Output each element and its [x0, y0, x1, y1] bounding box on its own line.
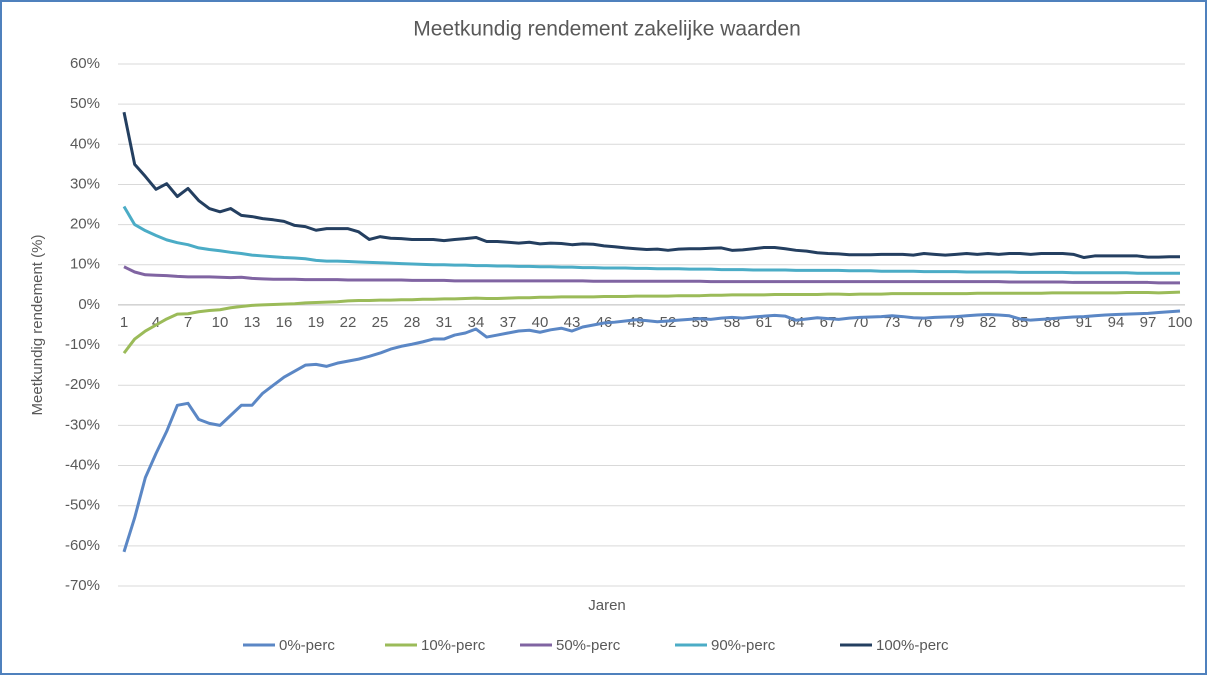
series-line — [122, 290, 1181, 355]
x-tick-label: 61 — [756, 314, 773, 331]
x-tick-label: 43 — [564, 314, 581, 331]
x-tick-label: 97 — [1140, 314, 1157, 331]
x-tick-label: 100 — [1167, 314, 1192, 331]
series-line — [122, 205, 1180, 275]
y-tick-label: 20% — [70, 216, 100, 233]
y-tick-label: 50% — [70, 95, 100, 112]
x-tick-label: 73 — [884, 314, 901, 331]
x-tick-label: 13 — [244, 314, 261, 331]
x-tick-label: 55 — [692, 314, 709, 331]
series-line — [122, 309, 1181, 553]
x-tick-label: 7 — [184, 314, 192, 331]
x-tick-label: 67 — [820, 314, 837, 331]
y-tick-label: 30% — [70, 175, 100, 192]
series-line — [122, 111, 1180, 260]
y-tick-label: -70% — [65, 577, 100, 594]
x-tick-label: 37 — [500, 314, 517, 331]
x-tick-label: 22 — [340, 314, 357, 331]
x-tick-label: 94 — [1108, 314, 1125, 331]
y-tick-label: -60% — [65, 537, 100, 554]
x-tick-label: 4 — [152, 314, 160, 331]
y-tick-label: -30% — [65, 416, 100, 433]
y-tick-label: -50% — [65, 497, 100, 514]
x-tick-label: 25 — [372, 314, 389, 331]
y-tick-label: 10% — [70, 256, 100, 273]
x-tick-label: 16 — [276, 314, 293, 331]
legend-label: 50%-perc — [556, 637, 621, 654]
x-tick-label: 10 — [212, 314, 229, 331]
legend-label: 10%-perc — [421, 637, 486, 654]
y-tick-label: -10% — [65, 336, 100, 353]
y-tick-label: -40% — [65, 457, 100, 474]
x-tick-label: 40 — [532, 314, 549, 331]
y-tick-label: 40% — [70, 135, 100, 152]
x-tick-label: 1 — [120, 314, 128, 331]
legend-label: 0%-perc — [279, 637, 335, 654]
x-tick-label: 19 — [308, 314, 325, 331]
x-axis-title: Jaren — [588, 597, 626, 614]
x-tick-label: 82 — [980, 314, 997, 331]
y-tick-label: 0% — [78, 296, 100, 313]
x-tick-label: 88 — [1044, 314, 1061, 331]
legend-label: 100%-perc — [876, 637, 949, 654]
series-line — [123, 265, 1180, 285]
y-axis-title: Meetkundig rendement (%) — [29, 235, 46, 416]
x-tick-label: 31 — [436, 314, 453, 331]
chart-title: Meetkundig rendement zakelijke waarden — [413, 18, 801, 41]
x-tick-label: 34 — [468, 314, 485, 331]
x-tick-label: 49 — [628, 314, 645, 331]
x-tick-label: 28 — [404, 314, 421, 331]
legend-label: 90%-perc — [711, 637, 776, 654]
y-tick-label: -20% — [65, 376, 100, 393]
y-tick-label: 60% — [70, 55, 100, 72]
